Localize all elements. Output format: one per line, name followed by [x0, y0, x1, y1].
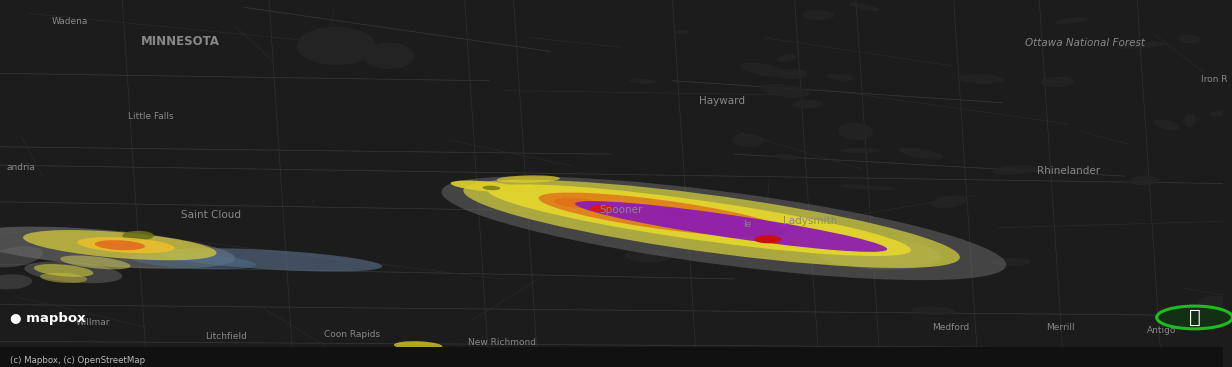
Ellipse shape — [1179, 34, 1200, 43]
Text: Brooklyn Park: Brooklyn Park — [324, 350, 386, 360]
Ellipse shape — [630, 79, 657, 84]
Ellipse shape — [1056, 17, 1087, 24]
Ellipse shape — [776, 54, 796, 62]
Ellipse shape — [673, 30, 689, 34]
Ellipse shape — [0, 227, 235, 269]
Text: Willmar: Willmar — [76, 317, 111, 327]
Ellipse shape — [496, 175, 559, 183]
Ellipse shape — [760, 84, 809, 98]
Ellipse shape — [25, 261, 122, 283]
Ellipse shape — [1116, 41, 1164, 49]
Ellipse shape — [441, 177, 1007, 280]
Text: andria: andria — [6, 163, 34, 172]
Ellipse shape — [575, 201, 887, 252]
Ellipse shape — [957, 74, 1004, 84]
Ellipse shape — [0, 246, 43, 268]
Ellipse shape — [297, 27, 376, 65]
Text: Antigo: Antigo — [1147, 326, 1177, 335]
Ellipse shape — [394, 341, 442, 350]
Text: Merrill: Merrill — [1047, 323, 1076, 332]
Bar — [0, 347, 1222, 367]
Ellipse shape — [122, 231, 154, 240]
Ellipse shape — [659, 210, 690, 218]
Ellipse shape — [33, 264, 94, 277]
Text: Ladysmith: Ladysmith — [782, 216, 837, 226]
Ellipse shape — [39, 273, 87, 283]
Text: Hayward: Hayward — [700, 97, 745, 106]
Ellipse shape — [60, 255, 131, 269]
Ellipse shape — [363, 43, 414, 69]
Ellipse shape — [78, 237, 175, 253]
Ellipse shape — [0, 274, 32, 290]
Ellipse shape — [131, 253, 256, 269]
Ellipse shape — [609, 193, 659, 206]
Ellipse shape — [912, 306, 955, 315]
Ellipse shape — [802, 10, 834, 20]
Ellipse shape — [841, 148, 881, 153]
Ellipse shape — [488, 184, 910, 256]
Text: Spooner: Spooner — [599, 205, 643, 215]
Ellipse shape — [885, 252, 909, 262]
Ellipse shape — [732, 134, 764, 147]
Ellipse shape — [816, 238, 940, 270]
Text: Iron R: Iron R — [1201, 75, 1227, 84]
Ellipse shape — [95, 240, 145, 250]
Text: Saint Cloud: Saint Cloud — [181, 210, 241, 220]
Ellipse shape — [839, 184, 896, 190]
Ellipse shape — [740, 62, 786, 77]
Ellipse shape — [538, 193, 787, 237]
Ellipse shape — [626, 249, 671, 263]
Ellipse shape — [483, 186, 500, 190]
Text: Litchfield: Litchfield — [206, 332, 248, 341]
Ellipse shape — [839, 123, 873, 140]
Ellipse shape — [610, 214, 652, 228]
Ellipse shape — [1153, 120, 1180, 130]
Ellipse shape — [993, 165, 1036, 175]
Ellipse shape — [754, 235, 781, 243]
Ellipse shape — [1129, 176, 1159, 185]
Ellipse shape — [992, 258, 1030, 266]
Ellipse shape — [898, 148, 944, 160]
Ellipse shape — [1040, 77, 1074, 87]
Text: ⦿: ⦿ — [1189, 308, 1200, 327]
Text: (c) Mapbox, (c) OpenStreetMap: (c) Mapbox, (c) OpenStreetMap — [10, 356, 145, 365]
Text: Medford: Medford — [931, 323, 968, 332]
Ellipse shape — [774, 154, 797, 160]
Ellipse shape — [850, 3, 880, 11]
Ellipse shape — [463, 180, 960, 268]
Text: ● mapbox: ● mapbox — [10, 312, 85, 325]
Ellipse shape — [931, 195, 967, 208]
Text: Wadena: Wadena — [52, 17, 87, 26]
Ellipse shape — [1210, 110, 1232, 116]
Circle shape — [1157, 306, 1232, 329]
Ellipse shape — [792, 99, 822, 109]
Ellipse shape — [1198, 296, 1232, 309]
Text: New Richmond: New Richmond — [468, 338, 536, 347]
Text: Rhinelander: Rhinelander — [1037, 166, 1100, 176]
Text: Ottawa National Forest: Ottawa National Forest — [1025, 38, 1145, 48]
Text: Little Falls: Little Falls — [128, 112, 174, 121]
Ellipse shape — [554, 197, 600, 208]
Ellipse shape — [777, 69, 807, 79]
Text: MINNESOTA: MINNESOTA — [140, 35, 219, 48]
Ellipse shape — [451, 181, 522, 192]
Ellipse shape — [827, 74, 854, 81]
Ellipse shape — [1184, 114, 1196, 127]
Ellipse shape — [590, 205, 614, 212]
Ellipse shape — [23, 230, 217, 260]
Ellipse shape — [160, 248, 382, 272]
Text: Coon Rapids: Coon Rapids — [324, 330, 381, 339]
Text: le: le — [743, 220, 752, 229]
Ellipse shape — [791, 210, 821, 218]
